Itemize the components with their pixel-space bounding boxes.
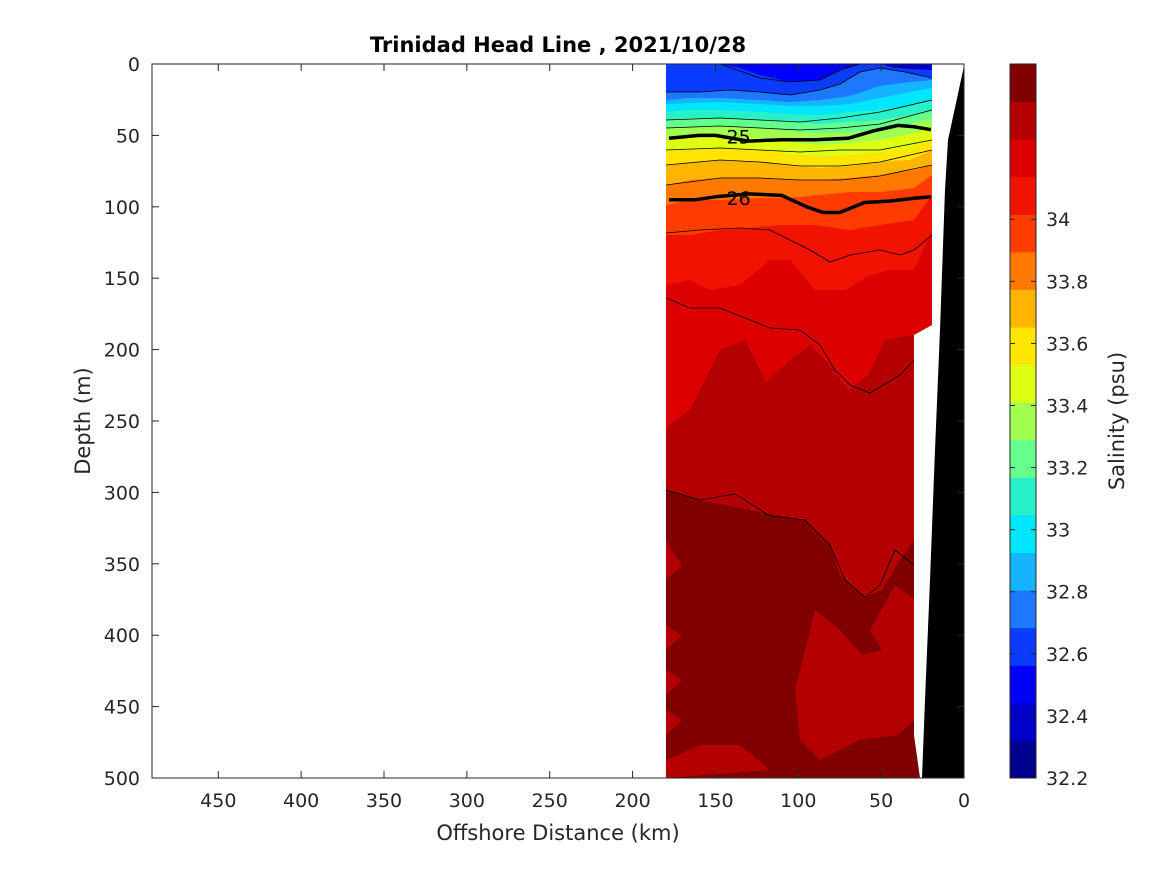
colorbar-swatch [1010, 665, 1036, 704]
thin-contours [665, 64, 933, 598]
x-tick-label: 150 [697, 790, 733, 812]
colorbar-tick-label: 32.2 [1046, 768, 1088, 790]
y-tick-label: 300 [104, 482, 140, 504]
colorbar-tick-label: 32.8 [1046, 582, 1088, 604]
colorbar-swatch [1010, 477, 1036, 516]
x-axis-label: Offshore Distance (km) [436, 821, 679, 845]
density-contour-line [669, 192, 932, 215]
colorbar-swatch [1010, 552, 1036, 591]
colorbar-swatch [1010, 214, 1036, 253]
x-tick-label: 50 [869, 790, 893, 812]
colorbar-swatch [1010, 590, 1036, 629]
y-tick-label: 450 [104, 697, 140, 719]
colorbar-label: Salinity (psu) [1105, 352, 1129, 490]
contour-label: 25 [727, 126, 751, 148]
y-axis-label: Depth (m) [71, 367, 95, 474]
x-tick-label: 400 [283, 790, 319, 812]
y-tick-label: 50 [116, 125, 140, 147]
salinity-band-32-2 [880, 64, 932, 70]
chart-title: Trinidad Head Line , 2021/10/28 [370, 33, 746, 57]
seafloor-bathymetry [922, 66, 964, 778]
colorbar-swatch [1010, 439, 1036, 478]
colorbar-tick-label: 33.4 [1046, 395, 1088, 417]
density-contour-line [668, 123, 932, 143]
colorbar-swatch [1010, 176, 1036, 215]
colorbar-tick-label: 33 [1046, 520, 1070, 542]
colorbar-swatch [1010, 402, 1036, 441]
colorbar-tick-label: 33.8 [1046, 271, 1088, 293]
y-tick-label: 400 [104, 625, 140, 647]
x-axis: 450 400 350 300 250 200 150 100 50 0 [200, 64, 970, 812]
y-tick-label: 500 [104, 768, 140, 790]
colorbar-swatch [1010, 327, 1036, 366]
x-tick-label: 100 [780, 790, 816, 812]
colorbar-swatch [1010, 251, 1036, 290]
colorbar-swatch [1010, 364, 1036, 403]
y-tick-label: 0 [128, 54, 140, 76]
x-tick-label: 300 [449, 790, 485, 812]
colorbar-frame [1009, 63, 1037, 779]
colorbar-tick-label: 33.2 [1046, 458, 1088, 480]
colorbar-tick-label: 32.4 [1046, 706, 1088, 728]
y-axis: 0 50 100 150 200 250 300 350 400 450 500 [104, 54, 964, 790]
x-tick-label: 0 [958, 790, 970, 812]
x-tick-label: 250 [532, 790, 568, 812]
density-contours: 25 26 [668, 123, 932, 215]
colorbar-tick-label: 33.6 [1046, 333, 1088, 355]
y-tick-label: 250 [104, 411, 140, 433]
colorbar-swatch [1010, 64, 1036, 103]
colorbar-swatch [1010, 627, 1036, 666]
y-tick-label: 150 [104, 268, 140, 290]
colorbar-tick-label: 34 [1046, 209, 1070, 231]
salinity-band-32-3 [666, 64, 932, 82]
colorbar-swatch [1010, 514, 1036, 554]
colorbar: 32.2 32.4 32.6 32.8 33 33.2 33.4 33.6 33.8 34 [1009, 63, 1088, 790]
x-tick-label: 450 [200, 790, 236, 812]
colorbar-swatch [1010, 702, 1036, 741]
x-tick-label: 350 [366, 790, 402, 812]
colorbar-tick-label: 32.6 [1046, 644, 1088, 666]
y-tick-label: 200 [104, 340, 140, 362]
colorbar-swatch [1010, 101, 1036, 140]
y-tick-label: 350 [104, 554, 140, 576]
contour-label: 26 [727, 188, 751, 210]
y-tick-label: 100 [104, 197, 140, 219]
x-tick-label: 200 [614, 790, 650, 812]
salinity-field [665, 64, 933, 778]
colorbar-swatch [1010, 740, 1036, 779]
colorbar-swatch [1010, 139, 1036, 178]
colorbar-swatch [1010, 289, 1036, 328]
